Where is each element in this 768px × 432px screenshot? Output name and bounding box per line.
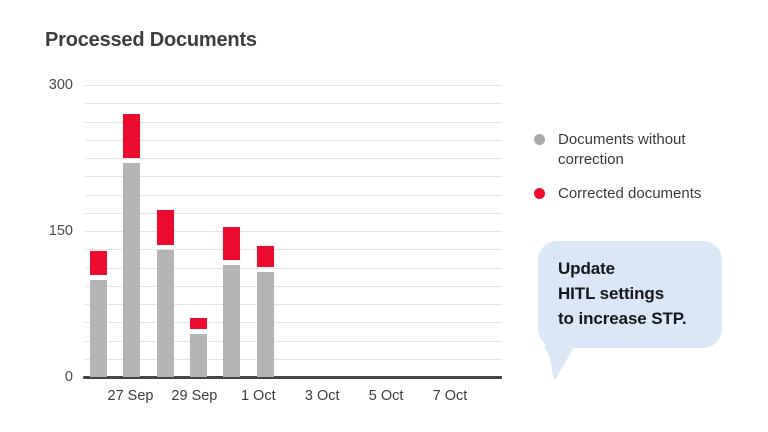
gridline bbox=[85, 231, 502, 232]
legend-label: Documents without correction bbox=[558, 131, 686, 168]
gridline bbox=[85, 304, 502, 305]
corrected-segment bbox=[256, 245, 274, 267]
corrected-segment bbox=[123, 114, 141, 158]
gridline bbox=[85, 194, 502, 196]
gridline bbox=[85, 267, 502, 269]
gridline bbox=[85, 158, 502, 159]
x-tick-label: 7 Oct bbox=[432, 388, 468, 404]
bar-28-sep bbox=[156, 210, 174, 377]
callout-bubble-tail bbox=[544, 345, 575, 380]
without-correction-segment bbox=[156, 250, 174, 377]
callout-text-line: to increase STP. bbox=[558, 309, 687, 328]
bar-29-sep bbox=[190, 317, 208, 377]
without-correction-segment bbox=[256, 271, 274, 377]
gridline bbox=[85, 85, 502, 86]
gridline bbox=[85, 285, 502, 287]
gridline bbox=[85, 358, 502, 360]
x-tick-label: 27 Sep bbox=[107, 388, 154, 404]
gridline bbox=[85, 322, 502, 324]
corrected-segment bbox=[90, 251, 107, 275]
chart-title: Processed Documents bbox=[45, 29, 257, 51]
gridline bbox=[85, 121, 502, 123]
corrected-segment bbox=[190, 317, 208, 330]
x-tick-label: 1 Oct bbox=[240, 388, 276, 404]
callout-bubble: Update HITL settings to increase STP. bbox=[538, 241, 722, 348]
y-tick-label: 300 bbox=[48, 77, 73, 93]
y-tick-label: 150 bbox=[48, 223, 73, 239]
without-correction-segment bbox=[123, 162, 141, 377]
corrected-segment bbox=[156, 210, 174, 246]
x-tick-label: 3 Oct bbox=[304, 388, 340, 404]
x-axis-line bbox=[83, 376, 502, 379]
bar-26-sep bbox=[90, 251, 107, 377]
legend-label: Corrected documents bbox=[558, 185, 702, 202]
gridline bbox=[85, 212, 502, 214]
gridline bbox=[85, 176, 502, 178]
corrected-segment bbox=[223, 227, 241, 261]
callout-text-line: Update bbox=[558, 259, 616, 278]
gridline bbox=[85, 340, 502, 342]
bar-1-oct bbox=[256, 245, 274, 377]
x-tick-label: 29 Sep bbox=[171, 388, 218, 404]
without-correction-segment bbox=[190, 334, 208, 377]
gridline bbox=[85, 249, 502, 251]
without-correction-segment bbox=[223, 265, 241, 377]
gray-dot-icon bbox=[534, 134, 545, 145]
y-tick-label: 0 bbox=[64, 369, 73, 385]
x-tick-label: 5 Oct bbox=[368, 388, 404, 404]
without-correction-segment bbox=[90, 279, 107, 377]
red-dot-icon bbox=[534, 188, 545, 199]
gridline bbox=[85, 139, 502, 141]
bar-30-sep bbox=[223, 227, 241, 377]
gridline bbox=[85, 103, 502, 105]
bar-27-sep bbox=[123, 114, 141, 377]
callout-text-line: HITL settings bbox=[558, 284, 665, 303]
